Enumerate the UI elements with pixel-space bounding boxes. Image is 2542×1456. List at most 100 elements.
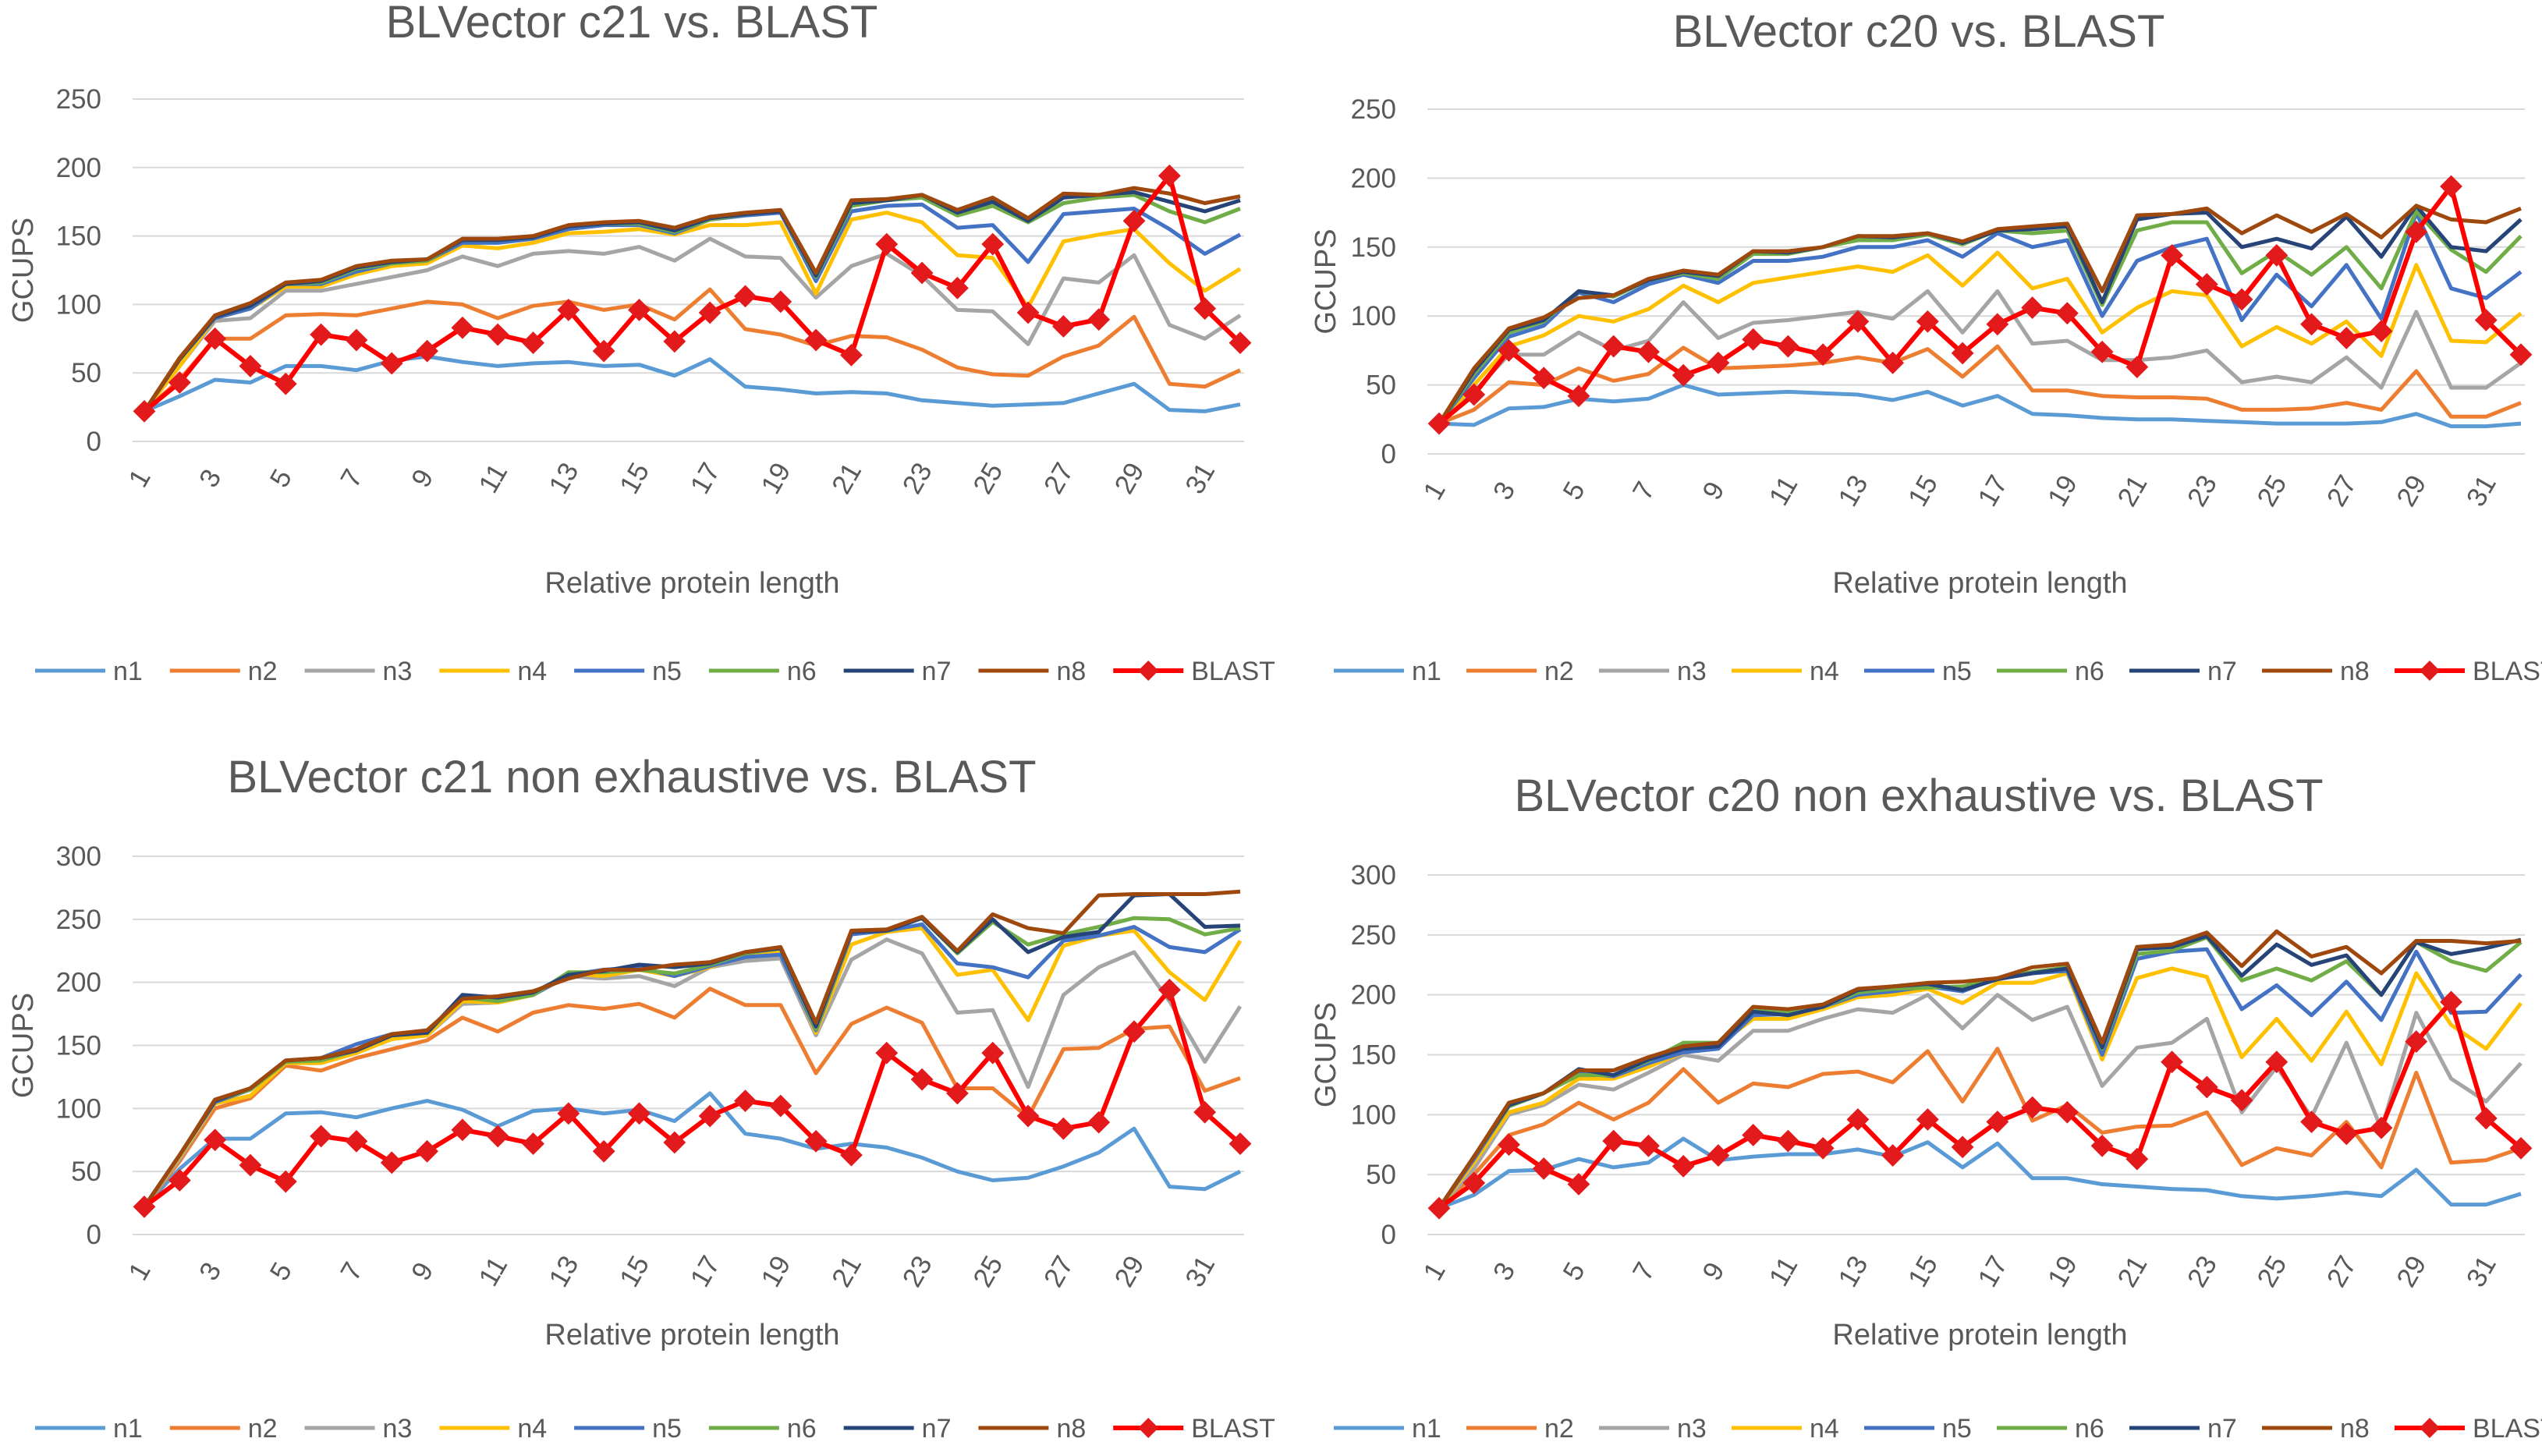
y-tick-label: 200 <box>1351 163 1396 193</box>
blast-point <box>2230 1089 2253 1112</box>
x-tick-label: 13 <box>1832 470 1874 512</box>
x-tick-label: 21 <box>2111 470 2153 512</box>
blast-point <box>2195 273 2218 296</box>
series-line-n8 <box>142 889 1241 1208</box>
blast-point <box>1881 351 1905 374</box>
legend-label-n7: n7 <box>922 657 952 686</box>
y-tick-label: 100 <box>1351 1100 1396 1130</box>
legend-label-n2: n2 <box>248 1414 278 1444</box>
blast-point <box>1228 1132 1252 1156</box>
blast-point <box>1427 412 1451 435</box>
blast-point <box>2195 1075 2218 1099</box>
x-tick-label: 3 <box>1487 1257 1522 1285</box>
series-line-n4 <box>1438 250 2523 425</box>
blast-point <box>239 355 262 377</box>
blast-point <box>2335 327 2358 349</box>
x-tick-label: 13 <box>1832 1251 1874 1292</box>
legend-label-n1: n1 <box>1412 657 1441 686</box>
x-tick-label: 19 <box>2042 470 2083 512</box>
y-tick-label: 250 <box>1351 94 1396 125</box>
x-tick-label: 11 <box>1763 1252 1803 1291</box>
blast-point <box>1637 340 1660 363</box>
x-tick-label: 29 <box>2391 470 2432 512</box>
y-tick-label: 200 <box>56 153 101 183</box>
blast-point <box>1193 1100 1217 1124</box>
blast-point <box>2440 175 2462 198</box>
y-tick-label: 200 <box>1351 980 1396 1011</box>
chart-title: BLVector c20 vs. BLAST <box>1673 6 2165 57</box>
y-tick-label: 150 <box>56 1031 101 1061</box>
x-tick-label: 7 <box>1627 476 1661 505</box>
blast-point <box>663 1131 686 1154</box>
legend-label-n7: n7 <box>922 1414 952 1444</box>
blast-point <box>2265 1050 2289 1074</box>
x-tick-label: 9 <box>1696 1257 1731 1285</box>
chart-title: BLVector c20 non exhaustive vs. BLAST <box>1514 771 2323 821</box>
chart-title: BLVector c21 non exhaustive vs. BLAST <box>227 752 1036 802</box>
blast-point <box>734 285 757 308</box>
x-tick-label: 3 <box>1487 476 1522 505</box>
x-tick-label: 27 <box>2321 470 2363 512</box>
blast-point <box>204 327 227 350</box>
blast-point <box>2265 243 2289 267</box>
chart-panel-3: BLVector c21 non exhaustive vs. BLAST 0 50… <box>7 752 1275 1444</box>
blast-point <box>274 372 297 395</box>
y-tick-label: 300 <box>56 841 101 872</box>
series-line-BLAST <box>143 173 1243 413</box>
y-tick-label: 0 <box>1381 1220 1396 1250</box>
blast-point <box>875 1041 899 1065</box>
legend-label-n6: n6 <box>2075 1414 2104 1444</box>
x-tick-label: 19 <box>755 1251 796 1292</box>
blast-point <box>981 1041 1005 1065</box>
x-tick-label: 5 <box>264 1257 299 1285</box>
legend-label-n8: n8 <box>1056 657 1086 686</box>
blast-point <box>946 276 969 299</box>
x-tick-label: 31 <box>2461 470 2502 512</box>
legend-label-n1: n1 <box>1412 1414 1441 1444</box>
blast-point <box>1051 315 1075 338</box>
y-axis-label: GCUPS <box>7 993 40 1098</box>
blast-point <box>1158 164 1181 187</box>
legend-label-n8: n8 <box>1056 1414 1086 1444</box>
blast-point <box>1707 1144 1730 1167</box>
blast-point <box>1846 310 1870 333</box>
blast-point <box>2090 1134 2114 1157</box>
blast-point <box>1672 1154 1695 1178</box>
x-axis-label: Relative protein length <box>1832 567 2127 600</box>
x-axis-label: Relative protein length <box>544 567 839 600</box>
legend-marker-BLAST <box>1138 661 1159 681</box>
blast-point <box>1707 351 1730 374</box>
blast-point <box>345 1129 368 1153</box>
x-tick-label: 29 <box>2391 1251 2432 1292</box>
blast-point <box>2161 1050 2183 1074</box>
legend-label-n4: n4 <box>1810 657 1839 686</box>
x-tick-label: 25 <box>2251 470 2292 512</box>
blast-point <box>2405 220 2428 243</box>
series-line-n2 <box>1438 1047 2522 1210</box>
blast-point <box>2474 309 2498 331</box>
x-tick-label: 31 <box>1179 458 1221 499</box>
blast-point <box>1951 342 1974 365</box>
x-tick-label: 9 <box>406 1257 440 1285</box>
legend-label-n1: n1 <box>113 657 143 686</box>
blast-point <box>1498 338 1520 362</box>
y-tick-label: 250 <box>1351 920 1396 951</box>
legend-label-BLAST: BLAST <box>1191 1414 1275 1444</box>
x-tick-label: 15 <box>1902 470 1944 512</box>
blast-point <box>910 1068 934 1091</box>
x-tick-label: 1 <box>122 464 157 492</box>
blast-point <box>557 299 580 321</box>
x-tick-label: 13 <box>543 1251 584 1292</box>
series-line-n8 <box>1437 204 2522 425</box>
blast-point <box>698 1104 721 1128</box>
x-tick-label: 7 <box>1627 1257 1661 1285</box>
blast-point <box>1602 1129 1626 1153</box>
blast-point <box>2335 1122 2358 1146</box>
blast-point <box>274 1170 297 1193</box>
blast-point <box>2300 313 2323 336</box>
blast-point <box>2370 320 2393 343</box>
legend-label-n5: n5 <box>1942 1414 1972 1444</box>
blast-point <box>2300 1111 2323 1133</box>
